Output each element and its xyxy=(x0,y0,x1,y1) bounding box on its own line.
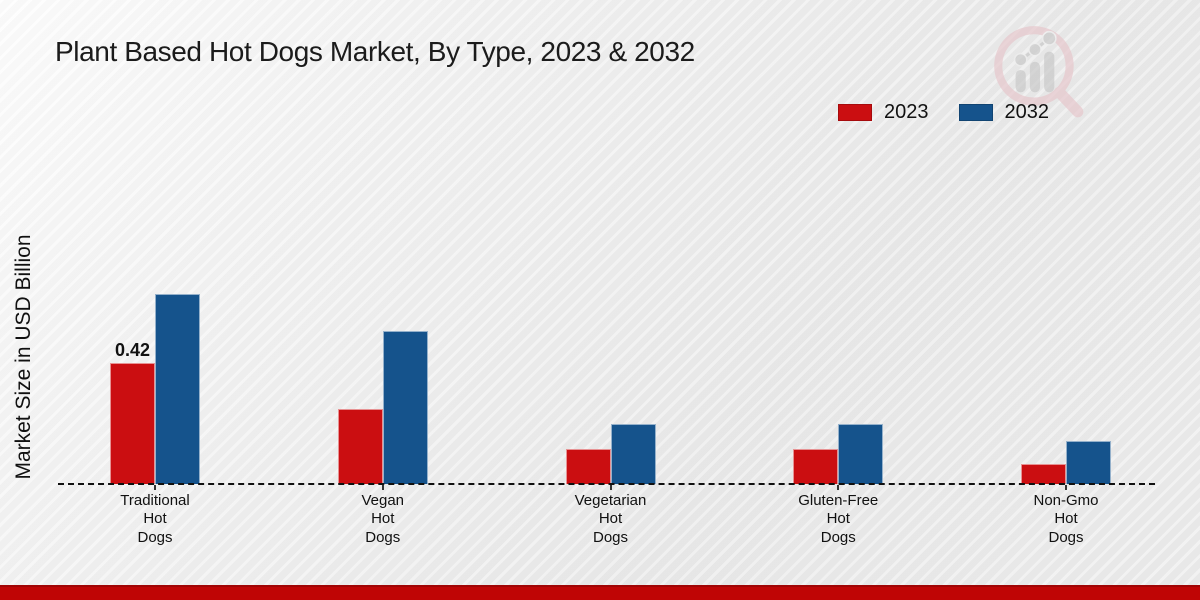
magnifier-bar-chart-logo-icon xyxy=(994,26,1084,118)
bar-2023-vegetarian xyxy=(565,449,611,484)
x-axis-tick xyxy=(837,485,840,490)
x-axis-tick xyxy=(154,485,156,490)
category-label-gluten-free: Gluten-Free Hot Dogs xyxy=(798,492,879,546)
bar-2023-gluten-free xyxy=(793,449,839,484)
x-axis-tick xyxy=(1065,485,1067,490)
chart-title: Plant Based Hot Dogs Market, By Type, 20… xyxy=(55,36,695,67)
x-axis-baseline xyxy=(58,483,1155,485)
bar-2032-vegetarian xyxy=(610,423,656,484)
category-label-traditional: Traditional Hot Dogs xyxy=(120,492,190,546)
bar-2023-non-gmo xyxy=(1021,463,1066,484)
legend-item-2023: 2023 xyxy=(838,101,929,124)
footer-accent-band xyxy=(0,585,1200,600)
legend-swatch-2032 xyxy=(958,104,993,121)
bar-2023-traditional xyxy=(110,363,155,484)
category-label-non-gmo: Non-Gmo Hot Dogs xyxy=(1033,492,1099,546)
legend-item-2032: 2032 xyxy=(958,101,1050,124)
x-axis-tick xyxy=(609,485,612,490)
legend-swatch-2023 xyxy=(838,104,872,121)
legend: 2023 2032 xyxy=(838,101,1049,124)
bar-2023-vegan xyxy=(337,409,383,484)
legend-label: 2032 xyxy=(1004,101,1050,123)
x-axis-tick xyxy=(381,485,384,490)
bar-2032-gluten-free xyxy=(838,423,884,484)
bar-2032-non-gmo xyxy=(1066,440,1111,484)
bar-2032-traditional xyxy=(155,293,200,484)
bar-2032-vegan xyxy=(382,331,428,484)
y-axis-label: Market Size in USD Billion xyxy=(12,234,35,480)
category-label-vegetarian: Vegetarian Hot Dogs xyxy=(574,492,647,546)
bar-value-label: 0.42 xyxy=(114,340,151,361)
legend-label: 2023 xyxy=(884,101,929,123)
category-label-vegan: Vegan Hot Dogs xyxy=(361,492,405,546)
